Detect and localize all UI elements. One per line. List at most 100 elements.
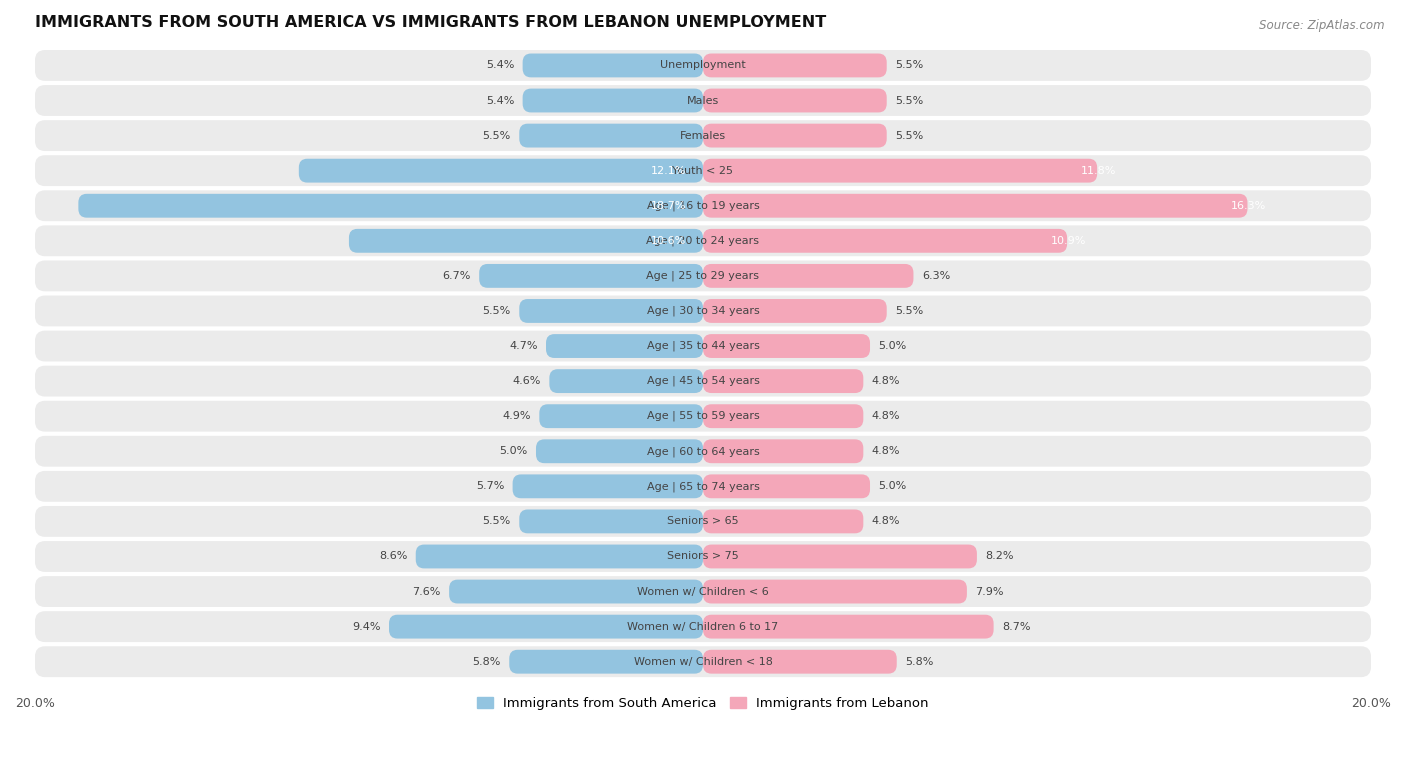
Text: Age | 25 to 29 years: Age | 25 to 29 years — [647, 271, 759, 281]
Text: 4.7%: 4.7% — [509, 341, 537, 351]
Text: Age | 20 to 24 years: Age | 20 to 24 years — [647, 235, 759, 246]
FancyBboxPatch shape — [479, 264, 703, 288]
FancyBboxPatch shape — [523, 89, 703, 113]
FancyBboxPatch shape — [35, 611, 1371, 642]
FancyBboxPatch shape — [35, 506, 1371, 537]
Text: 5.4%: 5.4% — [486, 61, 515, 70]
FancyBboxPatch shape — [703, 194, 1247, 218]
Text: Seniors > 75: Seniors > 75 — [666, 552, 740, 562]
Text: 5.5%: 5.5% — [896, 95, 924, 105]
FancyBboxPatch shape — [703, 299, 887, 323]
FancyBboxPatch shape — [703, 89, 887, 113]
FancyBboxPatch shape — [509, 650, 703, 674]
FancyBboxPatch shape — [703, 334, 870, 358]
FancyBboxPatch shape — [519, 123, 703, 148]
FancyBboxPatch shape — [519, 509, 703, 534]
Text: Age | 35 to 44 years: Age | 35 to 44 years — [647, 341, 759, 351]
FancyBboxPatch shape — [35, 190, 1371, 221]
FancyBboxPatch shape — [35, 646, 1371, 678]
Text: 4.6%: 4.6% — [513, 376, 541, 386]
FancyBboxPatch shape — [703, 544, 977, 569]
Text: 5.5%: 5.5% — [482, 306, 510, 316]
FancyBboxPatch shape — [35, 471, 1371, 502]
Text: 8.6%: 8.6% — [380, 552, 408, 562]
FancyBboxPatch shape — [35, 400, 1371, 431]
Text: 7.9%: 7.9% — [976, 587, 1004, 597]
FancyBboxPatch shape — [35, 366, 1371, 397]
Text: 5.8%: 5.8% — [905, 657, 934, 667]
Legend: Immigrants from South America, Immigrants from Lebanon: Immigrants from South America, Immigrant… — [472, 692, 934, 715]
Text: 5.5%: 5.5% — [896, 61, 924, 70]
FancyBboxPatch shape — [35, 120, 1371, 151]
Text: 5.0%: 5.0% — [879, 481, 907, 491]
FancyBboxPatch shape — [536, 439, 703, 463]
Text: 6.3%: 6.3% — [922, 271, 950, 281]
Text: Age | 16 to 19 years: Age | 16 to 19 years — [647, 201, 759, 211]
Text: 10.9%: 10.9% — [1050, 236, 1085, 246]
Text: 8.7%: 8.7% — [1002, 621, 1031, 631]
FancyBboxPatch shape — [703, 439, 863, 463]
Text: Seniors > 65: Seniors > 65 — [668, 516, 738, 526]
FancyBboxPatch shape — [513, 475, 703, 498]
Text: 4.8%: 4.8% — [872, 516, 900, 526]
FancyBboxPatch shape — [35, 576, 1371, 607]
FancyBboxPatch shape — [35, 260, 1371, 291]
Text: Women w/ Children < 6: Women w/ Children < 6 — [637, 587, 769, 597]
Text: 5.5%: 5.5% — [896, 131, 924, 141]
Text: Age | 45 to 54 years: Age | 45 to 54 years — [647, 376, 759, 386]
FancyBboxPatch shape — [703, 404, 863, 428]
FancyBboxPatch shape — [35, 155, 1371, 186]
FancyBboxPatch shape — [703, 54, 887, 77]
FancyBboxPatch shape — [703, 123, 887, 148]
Text: Unemployment: Unemployment — [661, 61, 745, 70]
Text: 7.6%: 7.6% — [412, 587, 441, 597]
Text: 18.7%: 18.7% — [651, 201, 686, 210]
FancyBboxPatch shape — [550, 369, 703, 393]
Text: 5.0%: 5.0% — [499, 447, 527, 456]
Text: 11.8%: 11.8% — [1080, 166, 1116, 176]
FancyBboxPatch shape — [540, 404, 703, 428]
FancyBboxPatch shape — [703, 475, 870, 498]
Text: 5.0%: 5.0% — [879, 341, 907, 351]
Text: 16.3%: 16.3% — [1230, 201, 1265, 210]
FancyBboxPatch shape — [523, 54, 703, 77]
FancyBboxPatch shape — [703, 615, 994, 639]
FancyBboxPatch shape — [35, 226, 1371, 257]
Text: 5.5%: 5.5% — [482, 516, 510, 526]
FancyBboxPatch shape — [449, 580, 703, 603]
FancyBboxPatch shape — [35, 541, 1371, 572]
FancyBboxPatch shape — [35, 436, 1371, 467]
FancyBboxPatch shape — [703, 264, 914, 288]
Text: Source: ZipAtlas.com: Source: ZipAtlas.com — [1260, 19, 1385, 32]
Text: 5.7%: 5.7% — [475, 481, 505, 491]
Text: 5.5%: 5.5% — [482, 131, 510, 141]
FancyBboxPatch shape — [35, 85, 1371, 116]
FancyBboxPatch shape — [299, 159, 703, 182]
Text: Women w/ Children < 18: Women w/ Children < 18 — [634, 657, 772, 667]
Text: 4.8%: 4.8% — [872, 447, 900, 456]
FancyBboxPatch shape — [546, 334, 703, 358]
FancyBboxPatch shape — [35, 331, 1371, 362]
Text: Females: Females — [681, 131, 725, 141]
Text: 5.5%: 5.5% — [896, 306, 924, 316]
FancyBboxPatch shape — [703, 159, 1097, 182]
FancyBboxPatch shape — [416, 544, 703, 569]
Text: 6.7%: 6.7% — [443, 271, 471, 281]
Text: 10.6%: 10.6% — [651, 236, 686, 246]
FancyBboxPatch shape — [35, 50, 1371, 81]
FancyBboxPatch shape — [79, 194, 703, 218]
Text: 4.8%: 4.8% — [872, 376, 900, 386]
Text: 5.8%: 5.8% — [472, 657, 501, 667]
Text: 4.9%: 4.9% — [502, 411, 531, 421]
FancyBboxPatch shape — [703, 650, 897, 674]
Text: 8.2%: 8.2% — [986, 552, 1014, 562]
FancyBboxPatch shape — [703, 580, 967, 603]
FancyBboxPatch shape — [519, 299, 703, 323]
Text: Age | 55 to 59 years: Age | 55 to 59 years — [647, 411, 759, 422]
Text: Age | 30 to 34 years: Age | 30 to 34 years — [647, 306, 759, 316]
Text: 4.8%: 4.8% — [872, 411, 900, 421]
Text: IMMIGRANTS FROM SOUTH AMERICA VS IMMIGRANTS FROM LEBANON UNEMPLOYMENT: IMMIGRANTS FROM SOUTH AMERICA VS IMMIGRA… — [35, 15, 827, 30]
Text: Males: Males — [688, 95, 718, 105]
FancyBboxPatch shape — [703, 509, 863, 534]
FancyBboxPatch shape — [703, 369, 863, 393]
